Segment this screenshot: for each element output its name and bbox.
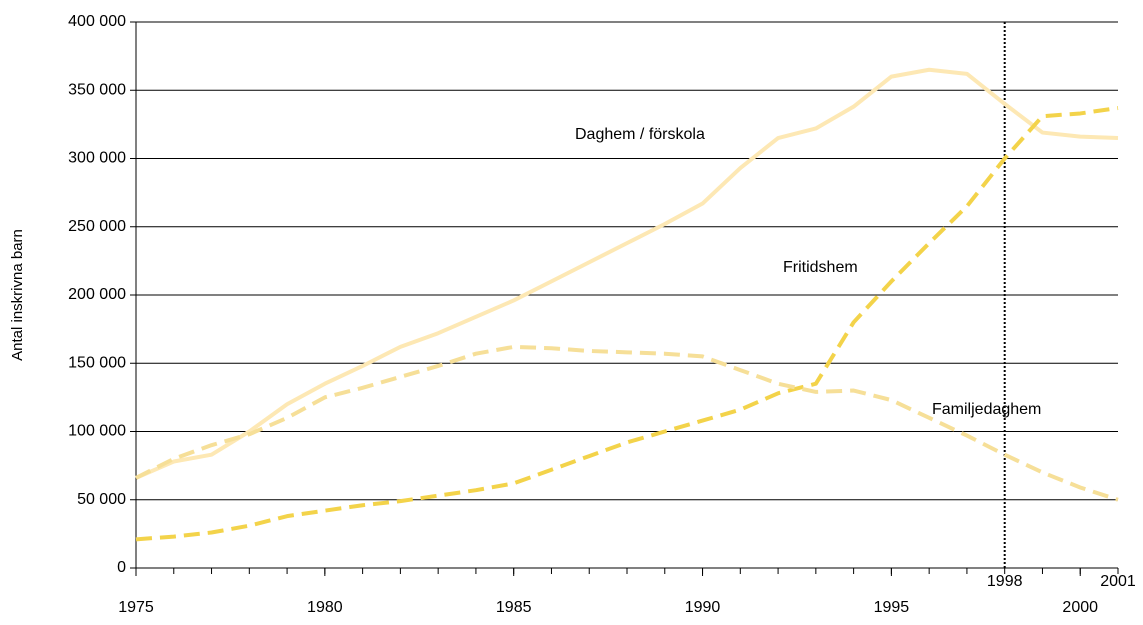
series-label: Fritidshem xyxy=(783,259,858,276)
series-line xyxy=(135,106,1119,542)
x-tick-label: 1980 xyxy=(307,599,343,616)
x-tick-label: 1995 xyxy=(874,599,910,616)
y-tick-label: 0 xyxy=(117,559,126,576)
x-tick-label: 1998 xyxy=(987,573,1023,590)
series-label: Daghem / förskola xyxy=(575,126,705,143)
series-line xyxy=(135,344,1119,502)
x-tick-label: 1975 xyxy=(118,599,154,616)
series-label: Familjedaghem xyxy=(932,401,1041,418)
y-tick-label: 200 000 xyxy=(68,286,126,303)
series-line xyxy=(135,67,1119,480)
y-tick-label: 150 000 xyxy=(68,354,126,371)
y-tick-label: 300 000 xyxy=(68,150,126,167)
y-tick-label: 400 000 xyxy=(68,13,126,30)
x-tick-label: 1985 xyxy=(496,599,532,616)
y-tick-label: 250 000 xyxy=(68,218,126,235)
x-tick-label: 1990 xyxy=(685,599,721,616)
y-tick-label: 100 000 xyxy=(68,423,126,440)
x-tick-label: 2001 xyxy=(1100,573,1136,590)
y-tick-label: 350 000 xyxy=(68,81,126,98)
y-tick-label: 50 000 xyxy=(77,491,126,508)
x-tick-label: 2000 xyxy=(1062,599,1098,616)
y-axis-label: Antal inskrivna barn xyxy=(9,229,26,361)
